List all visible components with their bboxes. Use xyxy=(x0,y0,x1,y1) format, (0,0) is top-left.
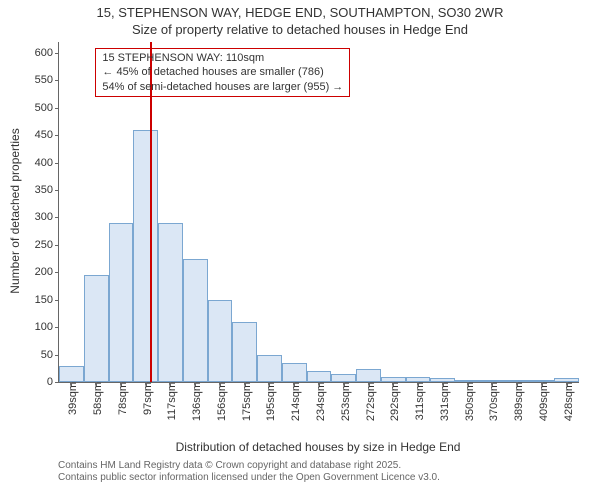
xtick-label: 389sqm xyxy=(509,382,525,421)
histogram-bar xyxy=(84,275,109,382)
x-axis-label: Distribution of detached houses by size … xyxy=(168,440,468,454)
histogram-bar xyxy=(208,300,233,382)
histogram-bar xyxy=(59,366,84,382)
footer-line-2: Contains public sector information licen… xyxy=(58,472,440,484)
ytick-mark xyxy=(55,163,59,164)
xtick-mark xyxy=(319,382,320,386)
ytick-mark xyxy=(55,53,59,54)
xtick-mark xyxy=(121,382,122,386)
ytick-mark xyxy=(55,135,59,136)
xtick-label: 428sqm xyxy=(559,382,575,421)
ytick-mark xyxy=(55,245,59,246)
histogram-bar xyxy=(356,369,381,382)
xtick-mark xyxy=(146,382,147,386)
xtick-mark xyxy=(542,382,543,386)
xtick-mark xyxy=(492,382,493,386)
footer-line-1: Contains HM Land Registry data © Crown c… xyxy=(58,460,440,472)
histogram-bar xyxy=(183,259,208,382)
xtick-label: 78sqm xyxy=(113,382,129,415)
ytick-mark xyxy=(55,355,59,356)
xtick-label: 234sqm xyxy=(311,382,327,421)
ytick-mark xyxy=(55,217,59,218)
xtick-mark xyxy=(567,382,568,386)
xtick-label: 97sqm xyxy=(138,382,154,415)
xtick-label: 136sqm xyxy=(187,382,203,421)
xtick-label: 175sqm xyxy=(237,382,253,421)
chart-titles: 15, STEPHENSON WAY, HEDGE END, SOUTHAMPT… xyxy=(0,0,600,39)
annotation-line-1: 15 STEPHENSON WAY: 110sqm xyxy=(102,51,343,65)
histogram-bar xyxy=(331,374,356,382)
ytick-mark xyxy=(55,80,59,81)
title-line-2: Size of property relative to detached ho… xyxy=(0,22,600,39)
xtick-label: 272sqm xyxy=(361,382,377,421)
annotation-box: 15 STEPHENSON WAY: 110sqm ← 45% of detac… xyxy=(95,48,350,97)
title-line-1: 15, STEPHENSON WAY, HEDGE END, SOUTHAMPT… xyxy=(0,5,600,22)
ytick-mark xyxy=(55,272,59,273)
xtick-label: 292sqm xyxy=(385,382,401,421)
xtick-mark xyxy=(517,382,518,386)
ytick-mark xyxy=(55,108,59,109)
xtick-mark xyxy=(245,382,246,386)
xtick-mark xyxy=(443,382,444,386)
histogram-bar xyxy=(257,355,282,382)
xtick-label: 370sqm xyxy=(484,382,500,421)
xtick-label: 409sqm xyxy=(534,382,550,421)
annotation-line-2: ← 45% of detached houses are smaller (78… xyxy=(102,65,343,79)
y-axis-label: Number of detached properties xyxy=(8,121,22,301)
xtick-mark xyxy=(170,382,171,386)
histogram-bar xyxy=(307,371,332,382)
histogram-bar xyxy=(158,223,183,382)
xtick-label: 58sqm xyxy=(88,382,104,415)
xtick-mark xyxy=(269,382,270,386)
chart-container: 15, STEPHENSON WAY, HEDGE END, SOUTHAMPT… xyxy=(0,0,600,500)
plot-area: 05010015020025030035040045050055060039sq… xyxy=(58,42,579,383)
xtick-label: 331sqm xyxy=(435,382,451,421)
xtick-label: 39sqm xyxy=(63,382,79,415)
xtick-mark xyxy=(220,382,221,386)
xtick-label: 117sqm xyxy=(162,382,178,420)
xtick-mark xyxy=(195,382,196,386)
ytick-mark xyxy=(55,300,59,301)
xtick-mark xyxy=(393,382,394,386)
histogram-bar xyxy=(109,223,134,382)
xtick-mark xyxy=(369,382,370,386)
xtick-label: 253sqm xyxy=(336,382,352,421)
xtick-label: 214sqm xyxy=(286,382,302,421)
histogram-bar xyxy=(133,130,158,382)
xtick-label: 195sqm xyxy=(261,382,277,421)
histogram-bar xyxy=(282,363,307,382)
xtick-mark xyxy=(71,382,72,386)
footer-attribution: Contains HM Land Registry data © Crown c… xyxy=(58,460,440,484)
xtick-mark xyxy=(96,382,97,386)
annotation-line-3: 54% of semi-detached houses are larger (… xyxy=(102,80,343,94)
xtick-mark xyxy=(294,382,295,386)
xtick-mark xyxy=(344,382,345,386)
ytick-mark xyxy=(55,382,59,383)
xtick-label: 311sqm xyxy=(410,382,426,420)
ytick-mark xyxy=(55,190,59,191)
histogram-bar xyxy=(232,322,257,382)
xtick-label: 156sqm xyxy=(212,382,228,421)
ytick-mark xyxy=(55,327,59,328)
xtick-label: 350sqm xyxy=(460,382,476,421)
xtick-mark xyxy=(468,382,469,386)
xtick-mark xyxy=(418,382,419,386)
